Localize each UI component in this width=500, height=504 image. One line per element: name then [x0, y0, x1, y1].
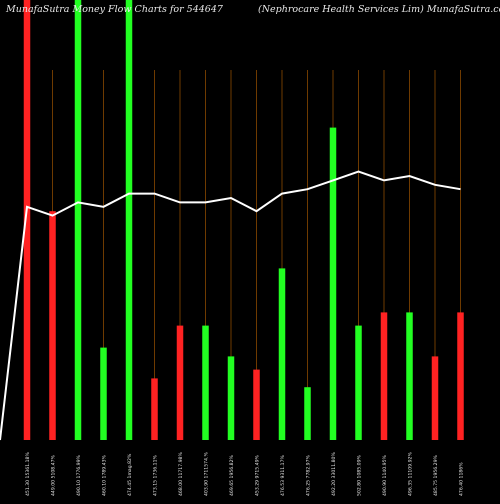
- x-tick-label: 490.10 1776.99%: [76, 454, 82, 496]
- bar: [176, 325, 184, 440]
- x-tick-label: 451.30 15361.18%: [25, 452, 31, 496]
- bar: [406, 312, 413, 440]
- bar: [457, 312, 464, 440]
- x-tick-label: 476.53 9311.17%: [280, 454, 286, 496]
- x-tick-label: 490.90 1140.95%: [382, 454, 388, 496]
- x-tick-label: 403.90 1711574.%: [204, 452, 210, 496]
- x-tick-label: 485.75 1956.29%: [433, 454, 439, 496]
- bar: [74, 0, 82, 440]
- x-tick-label: 473.15 1736.11%: [153, 454, 159, 496]
- bar: [304, 387, 311, 440]
- bar: [151, 378, 158, 440]
- x-tick-label: 492.20 33011.80%: [331, 452, 337, 496]
- x-tick-label: 496.35 11109.92%: [408, 452, 414, 496]
- bar: [253, 369, 260, 440]
- x-tick-label: 476.40 1186%: [459, 462, 465, 496]
- x-tick-label: 502.80 1085.09%: [357, 454, 363, 496]
- bar: [23, 0, 31, 440]
- chart-title: MunafaSutra Money Flow Charts for 544647: [6, 4, 223, 15]
- x-tick-label: 476.25 7782.97%: [306, 454, 312, 496]
- x-tick-label: 453.29 9715.49%: [255, 454, 261, 496]
- x-tick-label: 469.65 1956.82%: [229, 454, 235, 496]
- bar: [49, 211, 56, 440]
- bar: [125, 0, 133, 440]
- bar: [329, 127, 337, 440]
- bar: [380, 312, 388, 440]
- bar: [100, 347, 107, 440]
- x-tick-label: 449.00 5108.47%: [51, 454, 57, 496]
- bar: [202, 325, 209, 440]
- company-name: (Nephrocare Health Services Lim) MunafaS…: [258, 4, 500, 15]
- x-tick-label: 460.10 1789.43%: [102, 454, 108, 496]
- bar: [227, 356, 235, 440]
- bar: [278, 268, 286, 440]
- bar: [431, 356, 439, 440]
- x-tick-label: 474.45 1mag.82%: [127, 453, 133, 496]
- series-line: [0, 170, 461, 441]
- bar: [355, 325, 362, 440]
- x-tick-label: 468.00 11717.98%: [178, 452, 184, 496]
